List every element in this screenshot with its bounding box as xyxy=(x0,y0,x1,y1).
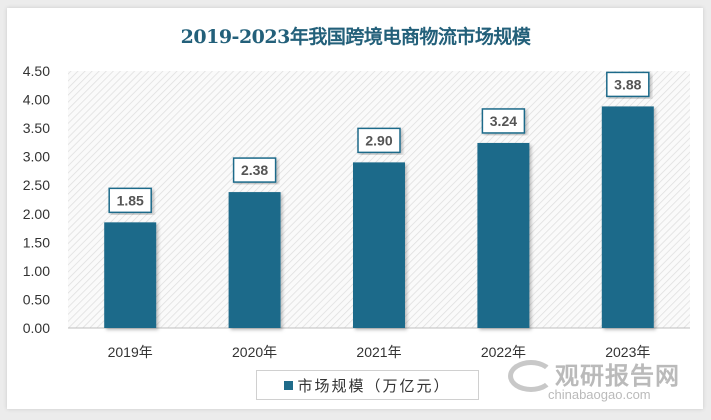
y-tick-label: 1.00 xyxy=(23,263,50,279)
data-label-box xyxy=(606,71,650,98)
watermark-cn: 观研报告网 xyxy=(555,363,680,390)
bar xyxy=(228,192,281,328)
legend-swatch xyxy=(284,380,294,390)
y-tick-label: 0.00 xyxy=(23,320,50,336)
data-label: 2.90 xyxy=(365,132,392,148)
y-tick-label: 2.50 xyxy=(23,177,50,193)
y-tick-label: 3.50 xyxy=(23,120,50,136)
data-label: 3.24 xyxy=(490,113,517,129)
watermark: 观研报告网 chinabaogao.com xyxy=(500,356,680,402)
bar xyxy=(477,142,530,328)
y-tick-label: 0.50 xyxy=(23,291,50,307)
chart-title: 2019-2023年我国跨境电商物流市场规模 xyxy=(180,26,531,48)
bar xyxy=(104,222,157,328)
data-label-box xyxy=(108,187,152,214)
data-label: 3.88 xyxy=(614,76,641,92)
x-tick-label: 2023年 xyxy=(605,344,650,360)
data-label-box xyxy=(357,127,401,154)
x-tick-label: 2022年 xyxy=(481,344,526,360)
y-tick-label: 4.00 xyxy=(23,92,50,108)
watermark-logo-icon xyxy=(508,360,554,392)
legend-label: 市场规模（万亿元） xyxy=(297,377,451,395)
data-label-box xyxy=(232,157,277,183)
y-tick-label: 3.00 xyxy=(23,149,50,165)
data-label-box xyxy=(481,108,526,134)
legend: 市场规模（万亿元） xyxy=(256,370,479,400)
y-tick-label: 1.50 xyxy=(23,234,50,250)
data-label: 2.38 xyxy=(241,162,268,178)
watermark-en: chinabaogao.com xyxy=(548,387,651,402)
y-tick-label: 2.00 xyxy=(23,206,50,222)
x-tick-label: 2019年 xyxy=(108,344,153,360)
x-tick-label: 2021年 xyxy=(356,344,401,360)
data-label: 1.85 xyxy=(117,192,144,208)
bar xyxy=(601,106,654,328)
x-tick-label: 2020年 xyxy=(232,344,277,360)
bar xyxy=(353,162,405,328)
y-tick-label: 4.50 xyxy=(23,63,50,79)
